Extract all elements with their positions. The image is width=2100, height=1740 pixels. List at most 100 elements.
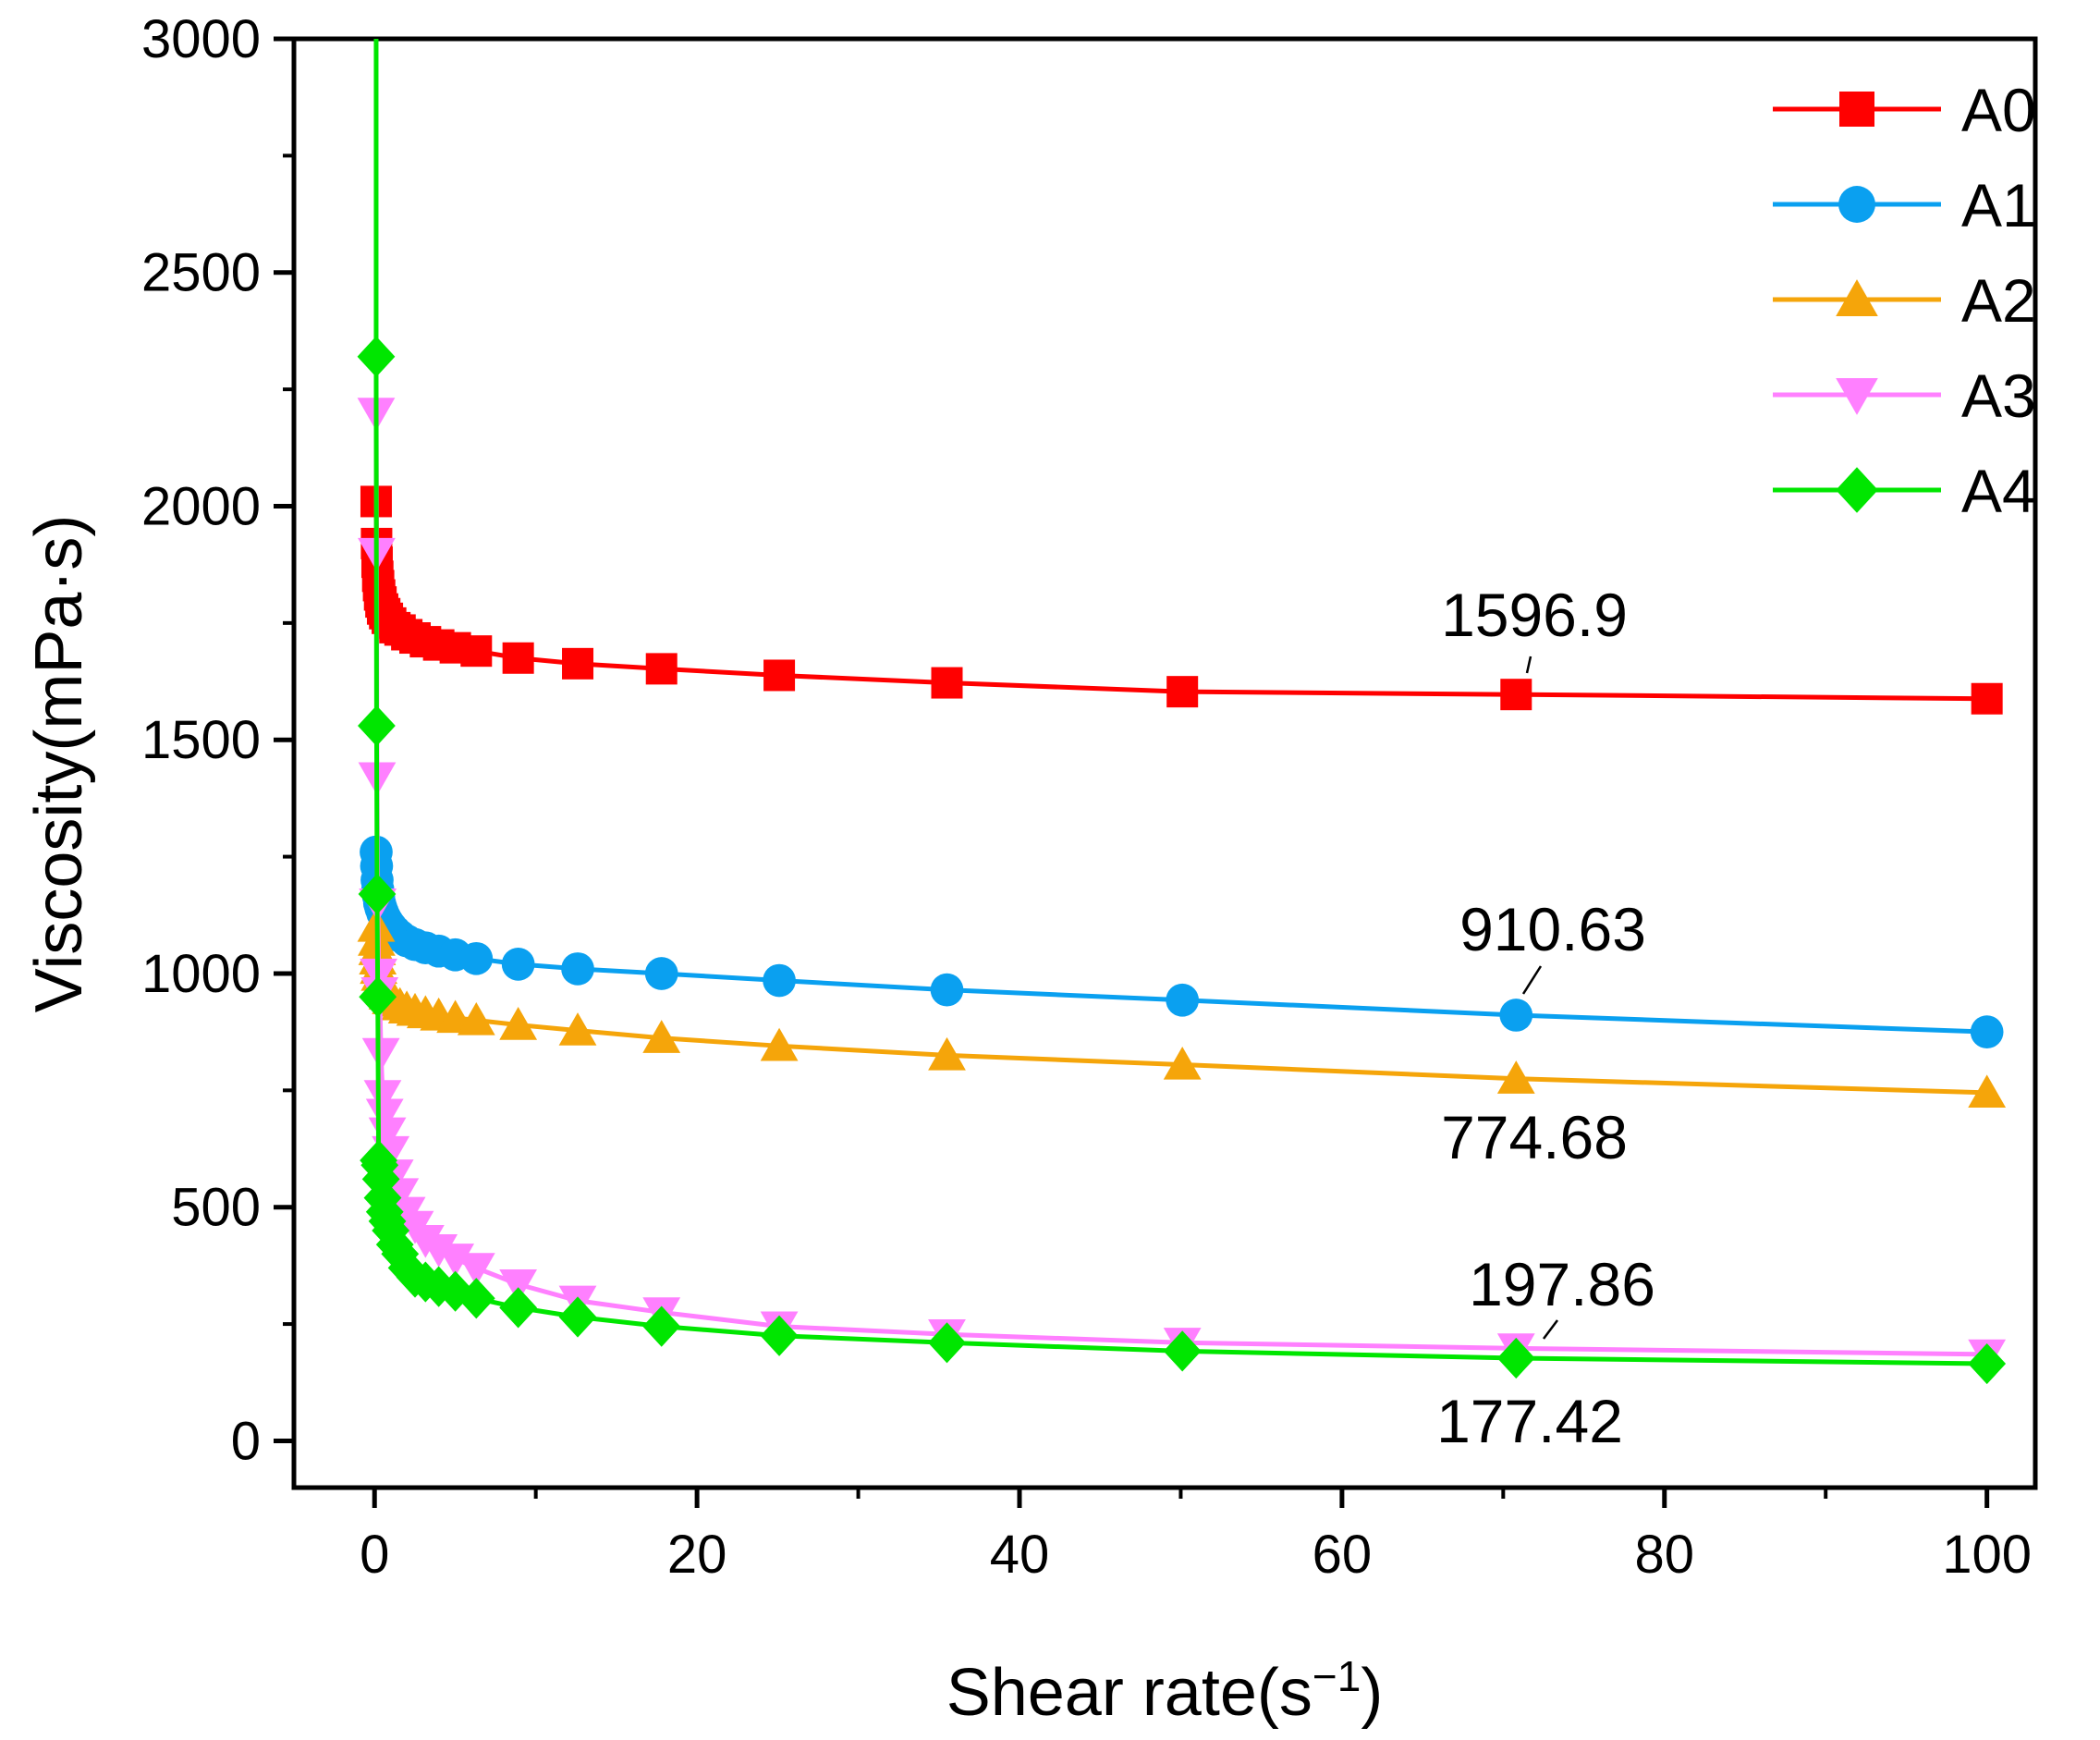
x-tick-label: 60 xyxy=(1312,1525,1373,1585)
annotation-A2: 774.68 xyxy=(1441,1103,1628,1171)
annotation-leader-A1 xyxy=(1521,965,1543,995)
legend-marker-A0 xyxy=(1839,92,1874,127)
data-point-A2 xyxy=(928,1036,966,1071)
y-tick-label: 2000 xyxy=(141,476,261,536)
x-tick-label: 20 xyxy=(667,1525,727,1585)
legend-label: A1 xyxy=(1961,171,2036,239)
data-point-A4 xyxy=(358,705,396,747)
data-point-A4 xyxy=(1496,1337,1535,1379)
data-point-A1 xyxy=(930,973,964,1007)
data-point-A1 xyxy=(1166,983,1200,1017)
legend-item-A1: A1 xyxy=(1773,171,2036,239)
series-line-A3 xyxy=(373,412,1987,1357)
data-point-A4 xyxy=(358,873,397,915)
x-axis-title-exponent: −1 xyxy=(1312,1652,1361,1700)
data-point-A4 xyxy=(1968,1342,2007,1385)
data-point-A0 xyxy=(1971,682,2003,715)
legend-item-A0: A0 xyxy=(1773,76,2036,144)
data-point-A4 xyxy=(642,1305,681,1347)
data-point-A3 xyxy=(457,1253,495,1286)
data-point-A4 xyxy=(499,1287,538,1329)
x-axis-title-main: Shear rate(s xyxy=(946,1656,1312,1730)
data-point-A1 xyxy=(561,952,594,986)
data-point-A2 xyxy=(760,1027,799,1061)
y-tick-label: 500 xyxy=(171,1178,261,1238)
data-point-A3 xyxy=(436,1244,475,1277)
series-A0 xyxy=(360,485,2003,715)
data-point-A4 xyxy=(436,1270,475,1312)
x-tick-label: 100 xyxy=(1942,1525,2032,1585)
data-point-A0 xyxy=(931,667,963,699)
series-A4 xyxy=(357,39,2007,1385)
legend-marker-A2 xyxy=(1836,279,1878,317)
data-point-A1 xyxy=(763,963,796,998)
legend-label: A2 xyxy=(1961,266,2036,335)
x-axis-title-close: ) xyxy=(1361,1656,1383,1730)
data-point-A1 xyxy=(1499,999,1533,1032)
plot-area xyxy=(357,39,2007,1385)
data-point-A0 xyxy=(562,647,594,680)
data-point-A4 xyxy=(558,1296,597,1338)
data-point-A4 xyxy=(359,976,397,1018)
annotation-A3: 197.86 xyxy=(1469,1250,1655,1318)
y-tick-label: 1000 xyxy=(141,944,261,1004)
y-axis-title: Viscosity(mPa·s) xyxy=(22,515,96,1013)
legend-label: A0 xyxy=(1961,76,2036,144)
x-axis-title: Shear rate(s−1) xyxy=(946,1652,1384,1730)
legend-label: A3 xyxy=(1961,361,2036,430)
legend-label: A4 xyxy=(1961,457,2036,525)
data-point-A0 xyxy=(1500,679,1532,711)
data-point-A2 xyxy=(642,1020,681,1053)
annotation-A0: 1596.9 xyxy=(1441,581,1628,649)
annotation-A4: 177.42 xyxy=(1436,1387,1623,1455)
data-point-A0 xyxy=(763,659,796,692)
data-point-A2 xyxy=(1968,1074,2007,1109)
data-point-A3 xyxy=(365,1098,404,1133)
data-point-A4 xyxy=(361,1158,400,1200)
data-point-A1 xyxy=(644,957,678,990)
data-point-A4 xyxy=(457,1278,495,1319)
data-point-A4 xyxy=(357,336,396,377)
annotations: 1596.9 910.63 774.68 197.86 177.42 xyxy=(1436,581,1655,1455)
x-tick-label: 0 xyxy=(360,1525,389,1585)
legend-item-A4: A4 xyxy=(1773,457,2036,525)
legend-marker-A4 xyxy=(1836,467,1878,513)
legend-item-A2: A2 xyxy=(1773,266,2036,335)
legend-marker-A1 xyxy=(1838,186,1875,223)
annotation-leader-A0 xyxy=(1525,656,1532,674)
legend: A0 A1 A2 A3 A4 xyxy=(1773,76,2036,525)
data-point-A2 xyxy=(1163,1046,1202,1080)
data-point-A3 xyxy=(499,1268,538,1303)
x-tick-label: 80 xyxy=(1635,1525,1695,1585)
plot-frame xyxy=(291,36,2038,1490)
data-point-A3 xyxy=(361,1037,400,1072)
data-point-A4 xyxy=(1163,1330,1202,1372)
data-point-A0 xyxy=(1166,676,1199,708)
y-tick-label: 1500 xyxy=(141,710,261,770)
annotation-A1: 910.63 xyxy=(1459,895,1646,963)
data-point-A2 xyxy=(558,1012,597,1046)
y-tick-label: 2500 xyxy=(141,243,261,303)
data-point-A0 xyxy=(502,642,534,674)
data-point-A3 xyxy=(420,1234,458,1268)
y-tick-label: 3000 xyxy=(141,9,261,69)
x-tick-label: 40 xyxy=(990,1525,1050,1585)
y-tick-label: 0 xyxy=(231,1411,261,1471)
data-point-A4 xyxy=(381,1233,420,1275)
data-point-A1 xyxy=(1970,1015,2004,1049)
data-point-A1 xyxy=(501,948,535,981)
series-line-A0 xyxy=(373,501,1987,702)
data-point-A4 xyxy=(928,1322,966,1364)
legend-marker-A3 xyxy=(1836,377,1878,415)
annotation-leader-A3 xyxy=(1543,1319,1558,1340)
data-point-A0 xyxy=(460,635,493,668)
series-A3 xyxy=(357,398,2007,1373)
data-point-A2 xyxy=(499,1007,538,1040)
data-point-A0 xyxy=(645,653,678,685)
data-point-A2 xyxy=(457,1001,495,1035)
data-point-A4 xyxy=(760,1315,799,1356)
data-point-A2 xyxy=(1496,1060,1535,1094)
legend-item-A3: A3 xyxy=(1773,361,2036,430)
